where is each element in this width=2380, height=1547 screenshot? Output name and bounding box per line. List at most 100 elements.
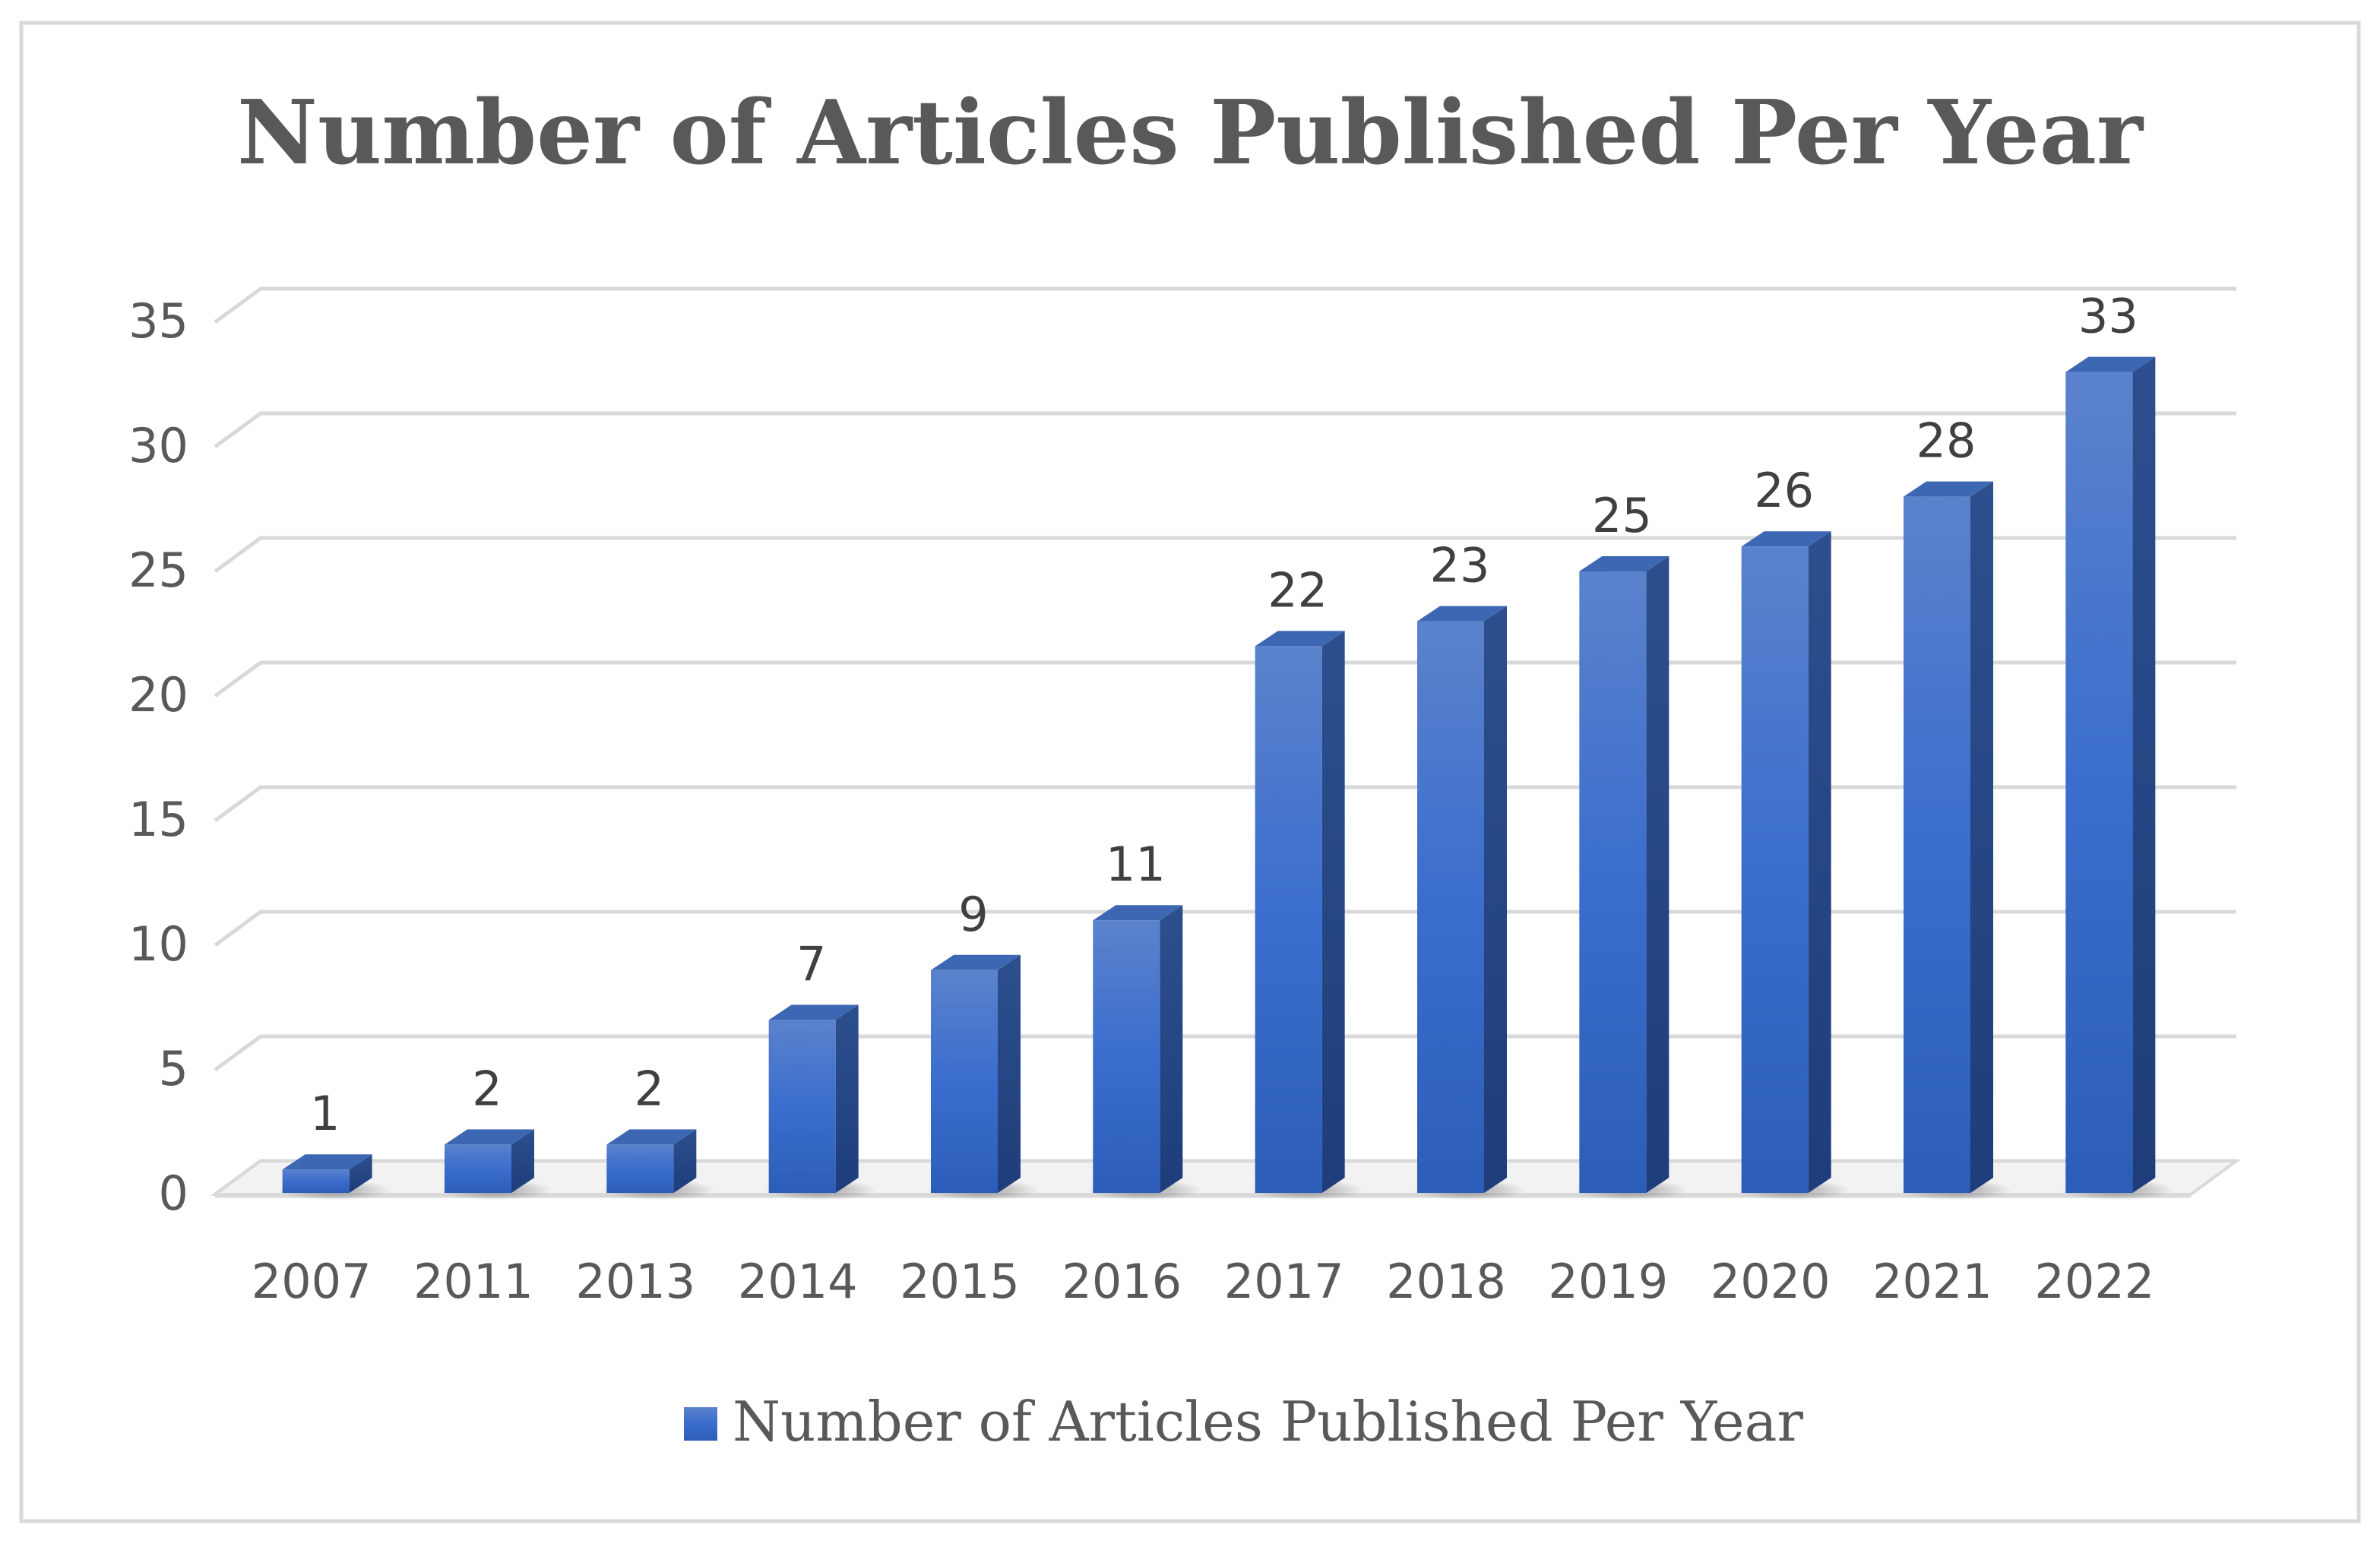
gridline — [214, 910, 2236, 947]
x-tick-label: 2019 — [1548, 1254, 1668, 1309]
x-tick-label: 2011 — [413, 1254, 533, 1309]
bar — [1249, 631, 1364, 1201]
x-tick-label: 2015 — [900, 1254, 1020, 1309]
bar-side — [2132, 356, 2156, 1194]
bar-front — [606, 1144, 674, 1193]
gridline — [214, 536, 2236, 574]
bar-side — [1484, 606, 1507, 1193]
bar — [601, 1129, 716, 1201]
x-tick-label: 2020 — [1711, 1254, 1831, 1309]
data-label: 23 — [1430, 538, 1490, 593]
bar-top — [1741, 531, 1831, 547]
data-label: 2 — [635, 1061, 664, 1116]
y-tick-label: 10 — [128, 916, 188, 972]
data-label: 26 — [1754, 463, 1814, 518]
x-tick-label: 2021 — [1872, 1254, 1992, 1309]
bar — [763, 1004, 878, 1201]
data-label: 33 — [2078, 289, 2138, 344]
bar-side — [1970, 481, 1993, 1193]
chart-floor — [210, 1159, 2242, 1198]
legend: Number of Articles Published Per Year — [684, 1390, 1804, 1454]
bar — [1412, 606, 1526, 1201]
x-tick-label: 2018 — [1386, 1254, 1506, 1309]
bar-front — [1093, 920, 1160, 1193]
x-tick-label: 2016 — [1062, 1254, 1182, 1309]
x-tick-label: 2013 — [575, 1254, 695, 1309]
y-tick-label: 35 — [128, 293, 188, 349]
bar-front — [768, 1020, 836, 1193]
data-label: 1 — [310, 1086, 340, 1141]
data-label: 11 — [1106, 837, 1166, 892]
data-label: 2 — [472, 1061, 502, 1116]
chart-frame — [19, 21, 2361, 1523]
bar-front — [1579, 571, 1647, 1193]
bar — [1087, 905, 1202, 1201]
x-tick-label: 2017 — [1224, 1254, 1344, 1309]
data-label: 28 — [1916, 413, 1976, 469]
bar-front — [1417, 621, 1484, 1193]
bar — [439, 1129, 553, 1201]
gridline — [214, 286, 2236, 324]
bar-side — [349, 1154, 372, 1193]
y-tick-label: 25 — [128, 543, 188, 598]
gridline — [214, 785, 2236, 823]
bar-side — [1321, 631, 1345, 1193]
bar — [277, 1154, 391, 1201]
bar-front — [282, 1169, 350, 1193]
gridline — [214, 660, 2236, 698]
bar — [926, 954, 1040, 1201]
y-tick-label: 15 — [128, 792, 188, 847]
data-label: 7 — [796, 936, 826, 992]
bar-side — [998, 954, 1021, 1193]
bar — [1574, 556, 1688, 1201]
legend-swatch — [684, 1407, 717, 1441]
bar-front — [1741, 546, 1809, 1193]
y-tick-label: 5 — [159, 1041, 188, 1096]
bar — [1898, 481, 2012, 1201]
x-tick-label: 2022 — [2034, 1254, 2154, 1309]
y-tick-label: 30 — [128, 418, 188, 473]
data-label: 9 — [958, 887, 988, 942]
bar-front — [2065, 372, 2133, 1194]
gridline — [214, 411, 2236, 449]
y-axis: 0 5 10 15 20 25 30 35 — [128, 293, 188, 1221]
bar-top — [2065, 356, 2156, 372]
bar — [1736, 531, 1850, 1201]
bar-front — [445, 1144, 511, 1193]
bar-top — [445, 1129, 534, 1145]
data-label: 25 — [1592, 488, 1652, 543]
bar-top — [1093, 905, 1183, 921]
bar-top — [931, 954, 1021, 970]
bar-front — [931, 970, 998, 1193]
bar-top — [1255, 631, 1345, 647]
bar-top — [1904, 481, 1993, 497]
bar-top — [1417, 606, 1507, 622]
y-tick-label: 20 — [128, 667, 188, 723]
bar-top — [606, 1129, 697, 1145]
bar-front — [1904, 496, 1970, 1193]
chart-title: Number of Articles Published Per Year — [237, 81, 2144, 185]
bar — [2060, 356, 2175, 1201]
bar-front — [1255, 646, 1322, 1193]
x-tick-label: 2007 — [252, 1254, 372, 1309]
bar-side — [673, 1129, 697, 1193]
bar-top — [282, 1154, 372, 1170]
gridline — [214, 1034, 2236, 1072]
x-tick-label: 2014 — [738, 1254, 858, 1309]
bar-side — [1808, 531, 1831, 1193]
bar-side — [1646, 556, 1669, 1193]
y-tick-label: 0 — [159, 1166, 188, 1221]
bar-top — [1579, 556, 1669, 571]
data-label: 22 — [1268, 562, 1328, 618]
gridlines — [214, 286, 2236, 1197]
bars — [277, 356, 2175, 1201]
bar-side — [1160, 905, 1183, 1193]
bar-side — [835, 1004, 859, 1193]
bar-side — [511, 1129, 534, 1193]
x-axis: 2007 2011 2013 2014 2015 2016 2017 2018 2019 2020… — [252, 1254, 2154, 1309]
bar-top — [768, 1004, 859, 1020]
legend-label: Number of Articles Published Per Year — [733, 1390, 1804, 1454]
